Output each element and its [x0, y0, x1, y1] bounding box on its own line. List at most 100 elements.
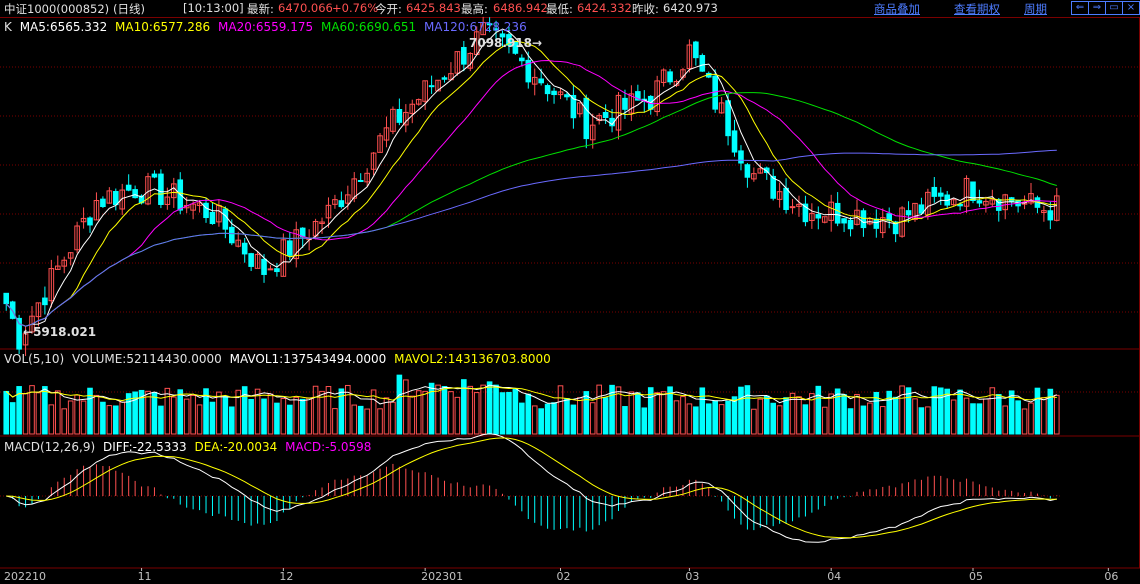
volume-bar: [267, 393, 274, 435]
candle-body: [351, 178, 358, 199]
x-axis-tick-label: 202210: [4, 570, 46, 583]
latest-price: 6470.066: [278, 1, 333, 15]
volume-bar: [151, 391, 158, 435]
volume-bar: [112, 405, 119, 435]
candle-body: [370, 152, 377, 170]
low-label: 最低:: [546, 2, 573, 16]
volume-bar: [931, 386, 938, 435]
candle-body: [879, 217, 886, 234]
candle-body: [506, 34, 512, 46]
candle-body: [54, 265, 61, 270]
volume-bar: [647, 387, 654, 435]
candle-body: [486, 23, 493, 26]
overlay-commodity-link[interactable]: 商品叠加: [874, 2, 920, 16]
candle-body: [332, 199, 338, 205]
candle-body: [660, 69, 667, 83]
candle-body: [783, 187, 789, 210]
ma120-line: [5, 149, 1057, 327]
volume-bar: [821, 406, 828, 435]
candle-body: [235, 239, 242, 247]
volume-bar: [564, 398, 570, 435]
prev-close-price: 6420.973: [663, 1, 718, 15]
candle-body: [821, 216, 828, 223]
candle-body: [383, 127, 390, 141]
candle-body: [751, 173, 757, 180]
volume-bar: [196, 404, 203, 435]
candle-body: [654, 80, 660, 113]
high-annotation-value: 7098.918: [469, 36, 533, 50]
volume-bar: [1028, 402, 1034, 435]
candle-body: [87, 217, 93, 226]
symbol-name: 中证1000(000852): [4, 2, 110, 16]
volume-bar: [937, 387, 944, 435]
candle-body: [74, 225, 80, 251]
diff-value: DIFF:-22.5333: [102, 440, 187, 454]
volume-bar: [686, 403, 693, 435]
candle-body: [815, 214, 822, 219]
volume-bar: [680, 396, 686, 435]
volume-bar: [892, 396, 899, 435]
candle-body: [989, 199, 996, 205]
candle-body: [757, 168, 764, 174]
volume-bar: [834, 388, 841, 435]
volume-bar: [602, 397, 609, 435]
volume-bar: [538, 408, 544, 435]
volume-bar: [293, 396, 300, 435]
volume-bar: [841, 394, 847, 435]
candle-body: [9, 301, 16, 319]
volume-bar: [306, 397, 312, 435]
volume-bar: [106, 405, 113, 435]
low-annotation-value: 5918.021: [33, 325, 97, 339]
volume-bar: [454, 396, 461, 435]
ma20-line: [5, 59, 1057, 327]
candle-body: [1028, 193, 1034, 204]
volume-bar: [738, 386, 744, 435]
volume-bar: [577, 397, 583, 435]
candle-body: [132, 189, 138, 199]
volume-bar: [319, 390, 325, 435]
dea-value: DEA:-20.0034: [194, 440, 278, 454]
candle-body: [628, 93, 635, 114]
candle-body: [22, 333, 29, 346]
volume-bar: [944, 388, 951, 435]
candle-body: [738, 150, 744, 164]
x-axis-tick-label: 12: [279, 570, 294, 583]
volume-bar: [635, 392, 641, 435]
volume-bar: [867, 402, 873, 435]
candle-body: [1041, 210, 1047, 213]
volume-bar: [873, 391, 880, 435]
volume-bar: [422, 390, 428, 435]
volume-bar: [925, 406, 931, 435]
volume-bar: [357, 405, 364, 435]
ma60-line: [5, 92, 1057, 327]
candle-body: [789, 206, 796, 209]
volume-bar: [828, 393, 834, 435]
candle-body: [602, 111, 609, 118]
candle-body: [918, 204, 925, 214]
view-options-link[interactable]: 查看期权: [954, 2, 1000, 16]
candle-body: [248, 253, 254, 267]
volume-bar: [976, 403, 983, 435]
volume-bar: [74, 394, 80, 435]
candle-body: [693, 41, 699, 59]
period-link[interactable]: 周期: [1024, 2, 1047, 16]
volume-bar: [22, 393, 29, 435]
candle-body: [48, 268, 55, 302]
candle-body: [589, 124, 596, 141]
volume-bar: [396, 374, 403, 435]
candle-body: [241, 242, 248, 255]
candle-body: [493, 28, 499, 31]
volume-bar: [589, 402, 596, 435]
candle-body: [338, 200, 345, 208]
candle-body: [325, 204, 332, 219]
volume-bar: [725, 400, 731, 435]
high-price: 6486.942: [493, 1, 548, 15]
volume-bar: [390, 401, 396, 435]
candle-body: [957, 203, 963, 207]
volume-bar: [241, 386, 248, 435]
candle-body: [190, 203, 196, 211]
candle-body: [67, 252, 74, 259]
volume-bar: [628, 391, 635, 435]
volume-bar: [377, 408, 383, 435]
